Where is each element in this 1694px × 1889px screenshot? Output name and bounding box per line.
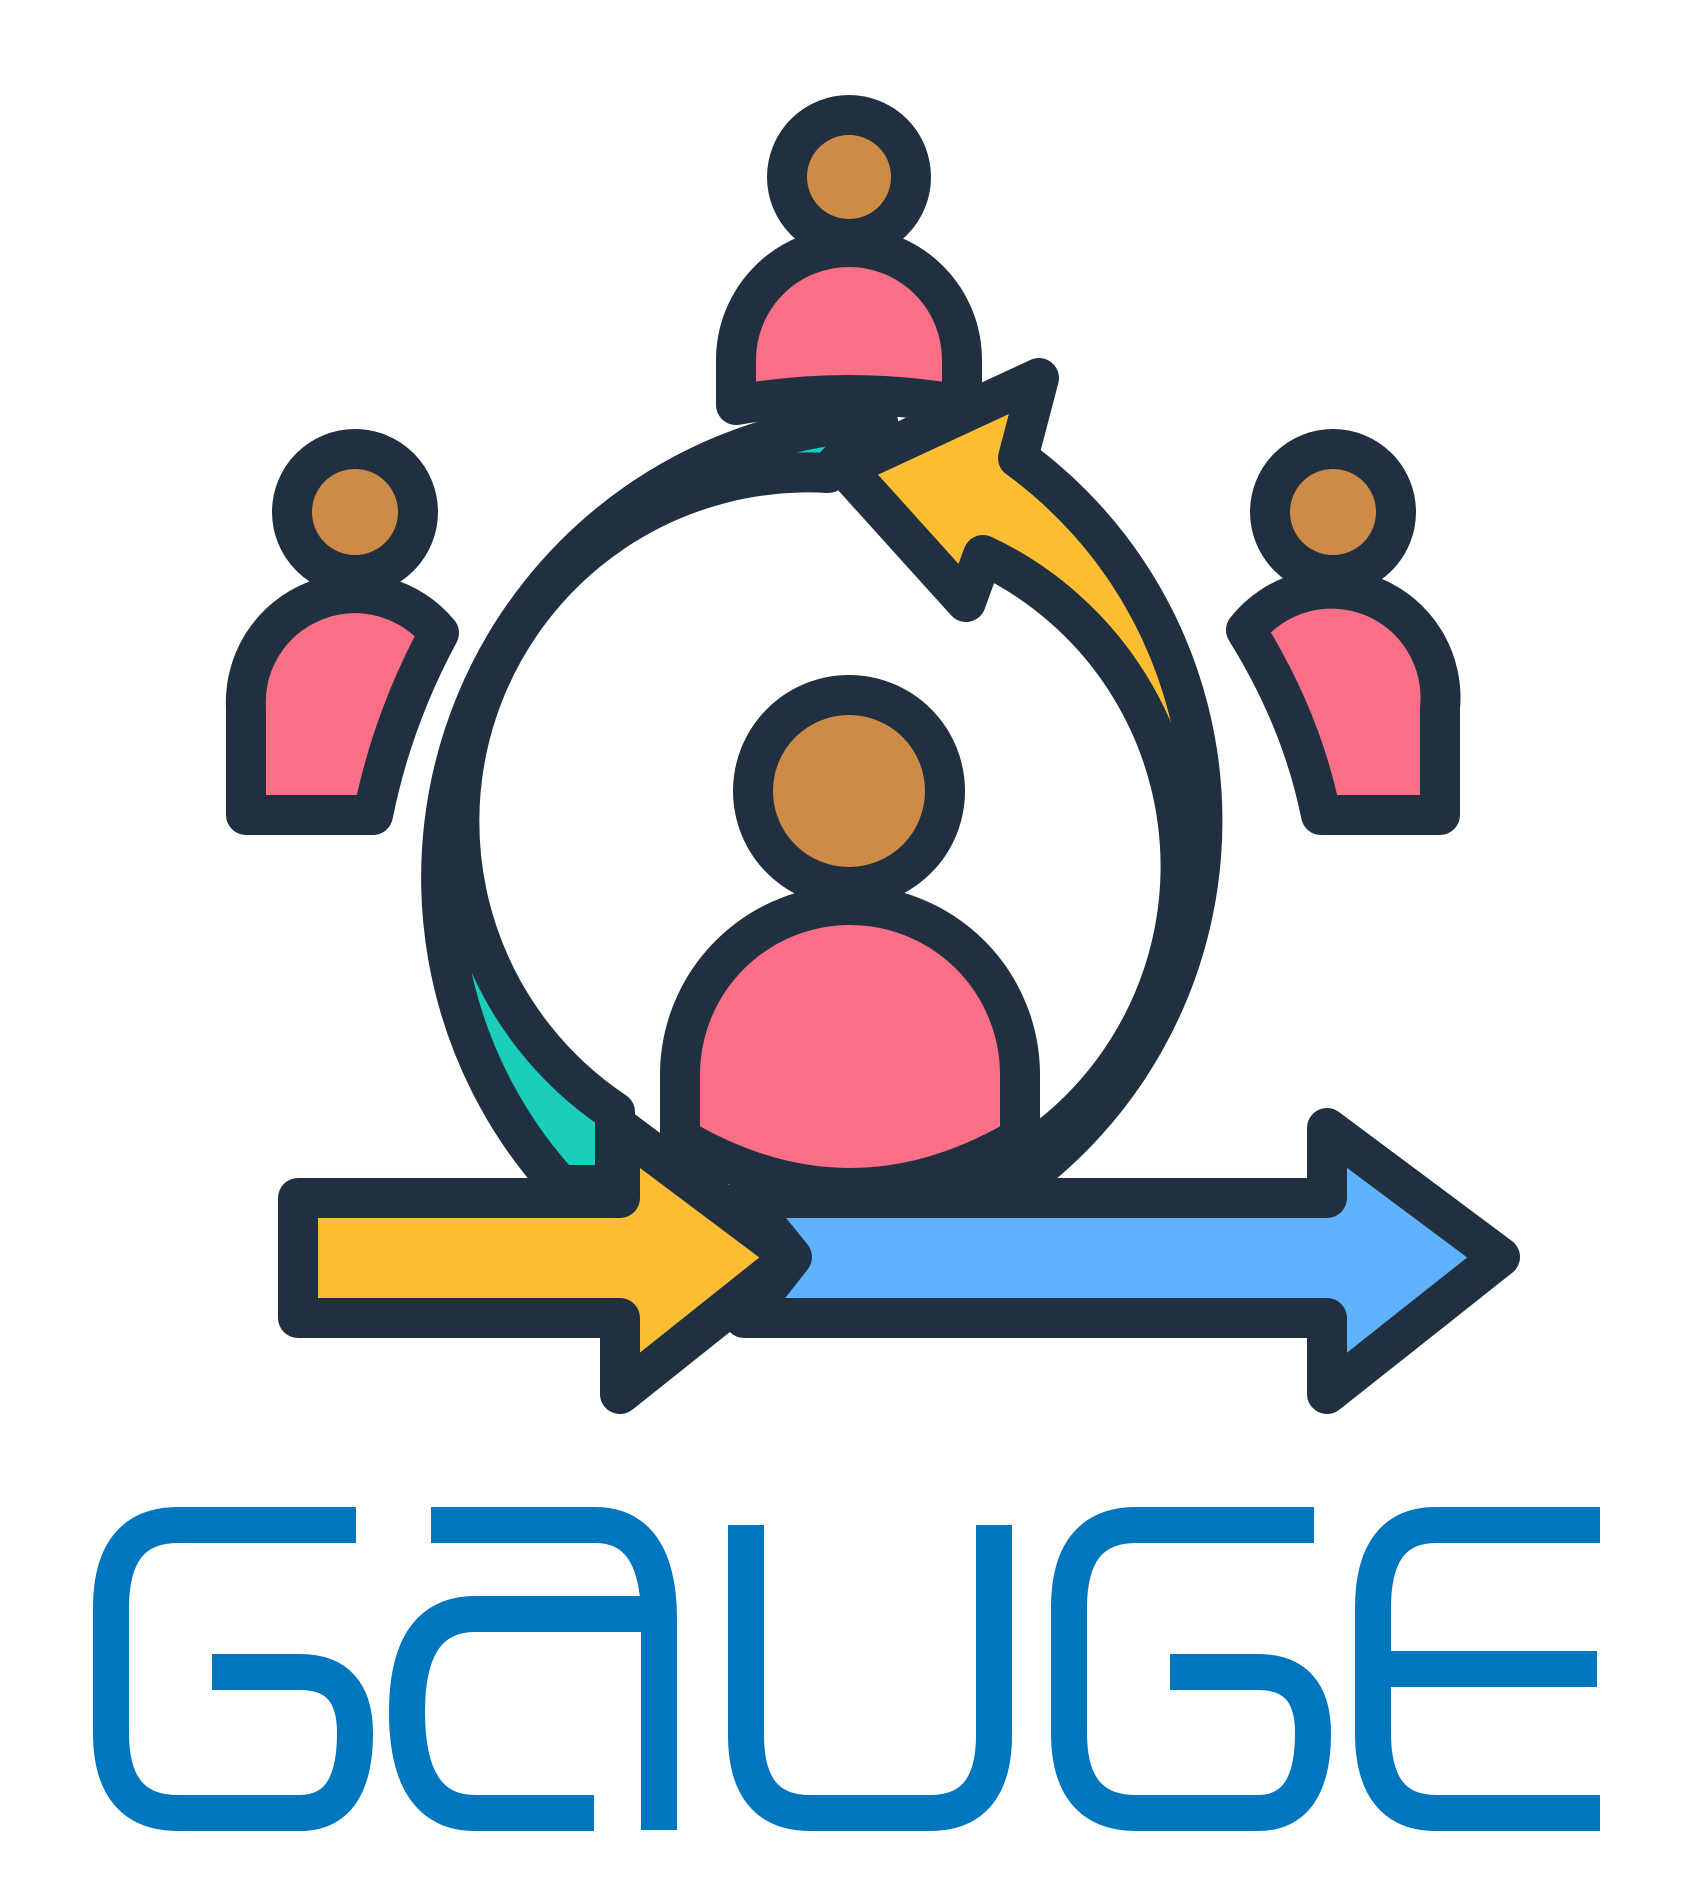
person-center-icon xyxy=(660,675,1040,1208)
wordmark-letter-g2 xyxy=(1051,1507,1332,1831)
person-right-icon xyxy=(1226,429,1461,835)
person-top-icon xyxy=(716,95,982,425)
person-center-head xyxy=(733,675,965,907)
person-right-head xyxy=(1250,429,1416,595)
blue-forward-arrow xyxy=(724,1108,1520,1414)
wordmark-text: GAUGE xyxy=(845,1878,849,1881)
wordmark-letter-g1 xyxy=(93,1507,374,1831)
gauge-wordmark xyxy=(93,1507,1600,1831)
person-left-head xyxy=(272,429,438,595)
person-right-body xyxy=(1226,568,1461,835)
wordmark-letter-e xyxy=(1355,1507,1600,1831)
person-top-body xyxy=(716,227,982,425)
person-top-head xyxy=(767,95,931,259)
person-left-body xyxy=(225,573,459,835)
yellow-cycle-arrow xyxy=(825,358,1223,1205)
wordmark-letter-u xyxy=(728,1525,1012,1831)
person-center-body xyxy=(660,885,1040,1208)
people-cycle-arrows-icon xyxy=(225,95,1520,1414)
person-left-icon xyxy=(225,429,459,835)
wordmark-letter-a xyxy=(388,1507,677,1831)
yellow-forward-arrow xyxy=(278,1108,812,1414)
